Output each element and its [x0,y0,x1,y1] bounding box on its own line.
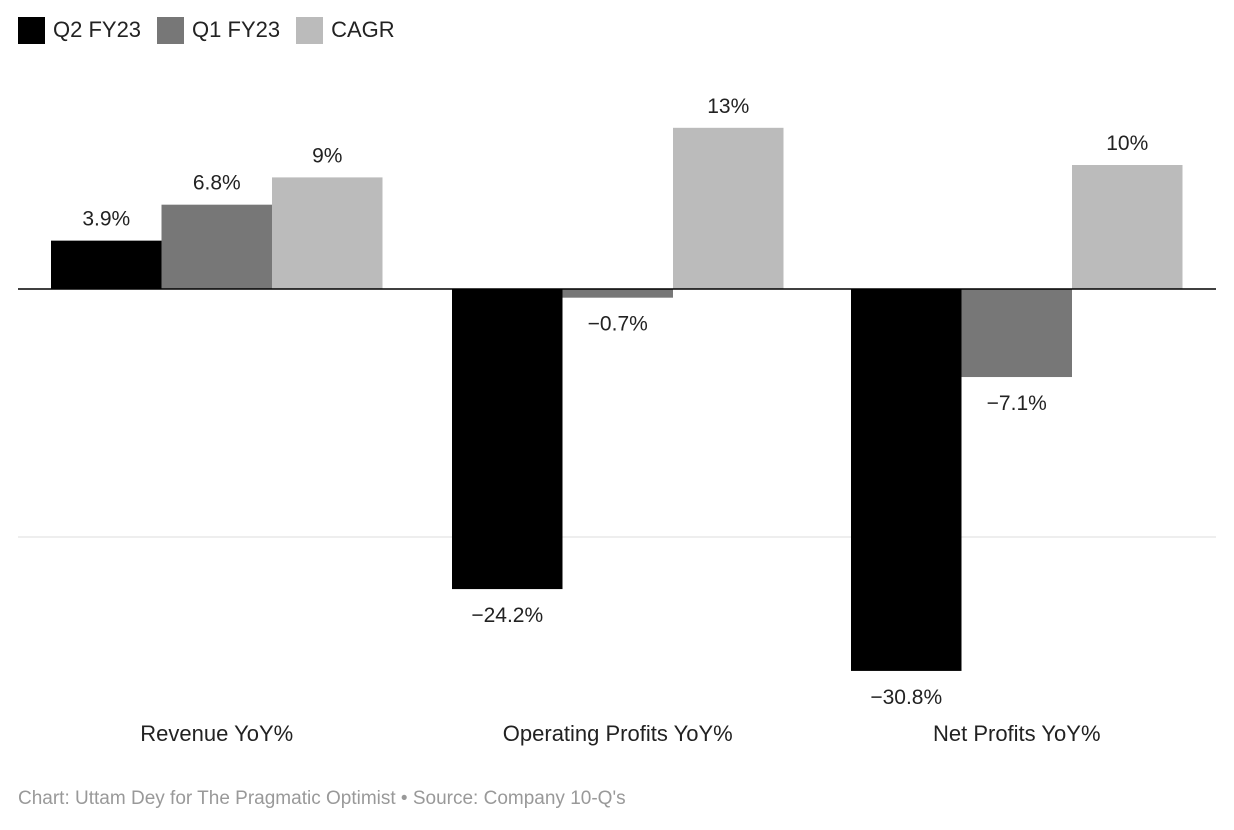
legend-swatch [296,16,324,44]
bar [272,177,383,289]
chart-credit: Chart: Uttam Dey for The Pragmatic Optim… [18,788,626,809]
data-label: −24.2% [471,604,543,627]
bar [562,289,673,298]
category-label: Net Profits YoY% [933,721,1101,746]
bar [673,127,784,289]
bar-chart: 3.9% 6.8% 9% Revenue YoY% −24.2% −0.7% 13% Oper… [18,95,1216,746]
bar [452,289,563,590]
legend-item-q2-fy23: Q2 FY23 [18,16,141,44]
legend-swatch [157,16,185,44]
legend-item-q1-fy23: Q1 FY23 [157,16,280,44]
data-label: −7.1% [987,392,1047,415]
bar [851,289,962,671]
chart-legend: Q2 FY23 Q1 FY23 CAGR [18,16,411,44]
legend-label: CAGR [331,17,395,42]
data-label: 13% [707,95,749,118]
data-label: 10% [1106,132,1148,155]
legend-label: Q1 FY23 [192,17,281,42]
category-label: Revenue YoY% [140,721,293,746]
legend-label: Q2 FY23 [53,17,142,42]
data-label: −30.8% [870,686,942,709]
bar [1072,165,1183,289]
legend-item-cagr: CAGR [296,16,395,44]
data-label: −0.7% [588,313,648,336]
data-label: 3.9% [82,208,130,231]
bar [51,240,162,289]
bar [961,289,1072,378]
data-label: 6.8% [193,172,241,195]
legend-swatch [18,16,45,44]
data-label: 9% [312,144,342,167]
category-label: Operating Profits YoY% [503,721,733,746]
bar [161,204,272,289]
